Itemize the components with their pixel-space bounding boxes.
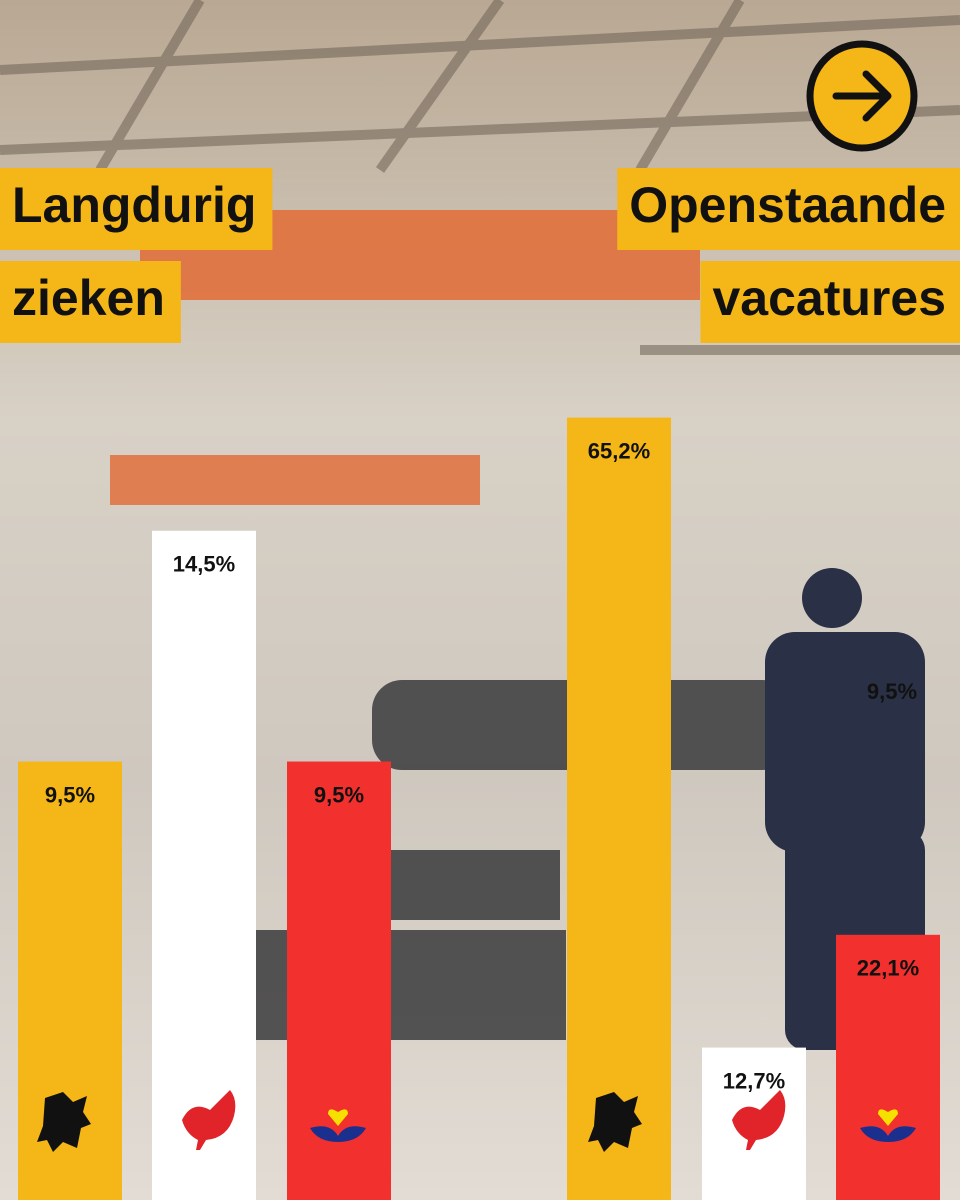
region-icons: [37, 1090, 916, 1152]
bar: [567, 417, 671, 1200]
chart-title: vacatures: [713, 270, 947, 326]
brussels-iris-icon: [310, 1109, 916, 1142]
value-label: 12,7%: [723, 1068, 785, 1093]
title-box: [0, 168, 273, 250]
value-label: 9,5%: [314, 782, 364, 807]
wallonia-rooster-icon: [182, 1090, 786, 1150]
chart-title: zieken: [12, 270, 165, 326]
title-box: [0, 261, 181, 343]
title-box: [617, 168, 960, 250]
annotation: 9,5%: [867, 679, 917, 704]
bar: [836, 934, 940, 1200]
chart-title: Langdurig: [12, 177, 256, 233]
bar: [152, 530, 256, 1200]
value-label: 9,5%: [45, 782, 95, 807]
flanders-lion-icon: [37, 1092, 642, 1152]
bar: [287, 761, 391, 1200]
title-box: [700, 261, 960, 343]
chart-title: Openstaande: [629, 177, 946, 233]
value-label: 65,2%: [588, 438, 650, 463]
next-button[interactable]: [806, 40, 918, 152]
value-label: 22,1%: [857, 956, 919, 981]
value-label: 14,5%: [173, 552, 235, 577]
